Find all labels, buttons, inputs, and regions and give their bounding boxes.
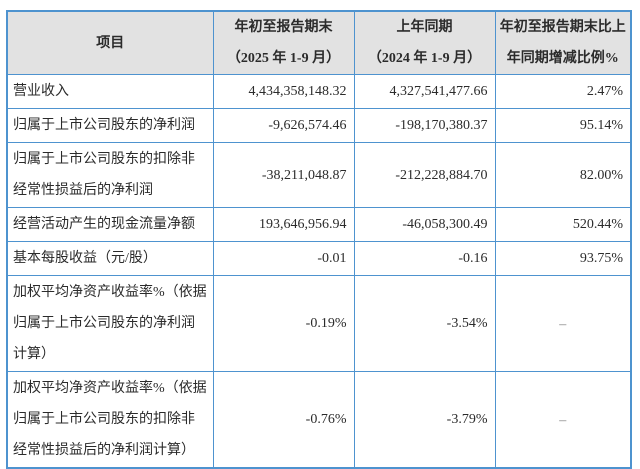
prior-period-cell: -3.79%: [353, 371, 496, 469]
change-ratio-dash-cell: –: [494, 275, 632, 372]
table-row: 归属于上市公司股东的净利润 -9,626,574.46 -198,170,380…: [6, 108, 632, 143]
item-label-cell: 加权平均净资产收益率%（依据 归属于上市公司股东的净利润 计算）: [6, 275, 214, 372]
change-ratio-cell: 520.44%: [494, 207, 632, 242]
item-label-cell: 归属于上市公司股东的净利润: [6, 108, 214, 143]
financial-results-table: 项目 年初至报告期末 （2025 年 1-9 月） 上年同期 （2024 年 1…: [6, 10, 632, 469]
header-change-ratio: 年初至报告期末比上 年同期增减比例%: [494, 10, 632, 75]
header-current-period: 年初至报告期末 （2025 年 1-9 月）: [212, 10, 355, 75]
prior-period-cell: -46,058,300.49: [353, 207, 496, 242]
table-row: 营业收入 4,434,358,148.32 4,327,541,477.66 2…: [6, 74, 632, 109]
current-period-cell: 193,646,956.94: [212, 207, 355, 242]
current-period-cell: -0.19%: [212, 275, 355, 372]
item-label-cell: 归属于上市公司股东的扣除非 经常性损益后的净利润: [6, 142, 214, 208]
prior-period-cell: -0.16: [353, 241, 496, 276]
change-ratio-cell: 2.47%: [494, 74, 632, 109]
table-row: 加权平均净资产收益率%（依据 归属于上市公司股东的扣除非 经常性损益后的净利润计…: [6, 371, 632, 469]
table-row: 经营活动产生的现金流量净额 193,646,956.94 -46,058,300…: [6, 207, 632, 242]
item-label-cell: 经营活动产生的现金流量净额: [6, 207, 214, 242]
header-item: 项目: [6, 10, 214, 75]
change-ratio-cell: 95.14%: [494, 108, 632, 143]
change-ratio-cell: 82.00%: [494, 142, 632, 208]
change-ratio-dash-cell: –: [494, 371, 632, 469]
current-period-cell: -9,626,574.46: [212, 108, 355, 143]
table-row: 基本每股收益（元/股） -0.01 -0.16 93.75%: [6, 241, 632, 276]
current-period-cell: -0.01: [212, 241, 355, 276]
item-label-cell: 基本每股收益（元/股）: [6, 241, 214, 276]
header-row: 项目 年初至报告期末 （2025 年 1-9 月） 上年同期 （2024 年 1…: [6, 10, 632, 75]
item-label-cell: 加权平均净资产收益率%（依据 归属于上市公司股东的扣除非 经常性损益后的净利润计…: [6, 371, 214, 469]
table-row: 归属于上市公司股东的扣除非 经常性损益后的净利润 -38,211,048.87 …: [6, 142, 632, 208]
prior-period-cell: -198,170,380.37: [353, 108, 496, 143]
item-label-cell: 营业收入: [6, 74, 214, 109]
header-prior-period: 上年同期 （2024 年 1-9 月）: [353, 10, 496, 75]
current-period-cell: -38,211,048.87: [212, 142, 355, 208]
change-ratio-cell: 93.75%: [494, 241, 632, 276]
current-period-cell: 4,434,358,148.32: [212, 74, 355, 109]
prior-period-cell: -212,228,884.70: [353, 142, 496, 208]
table-row: 加权平均净资产收益率%（依据 归属于上市公司股东的净利润 计算） -0.19% …: [6, 275, 632, 372]
prior-period-cell: -3.54%: [353, 275, 496, 372]
prior-period-cell: 4,327,541,477.66: [353, 74, 496, 109]
current-period-cell: -0.76%: [212, 371, 355, 469]
